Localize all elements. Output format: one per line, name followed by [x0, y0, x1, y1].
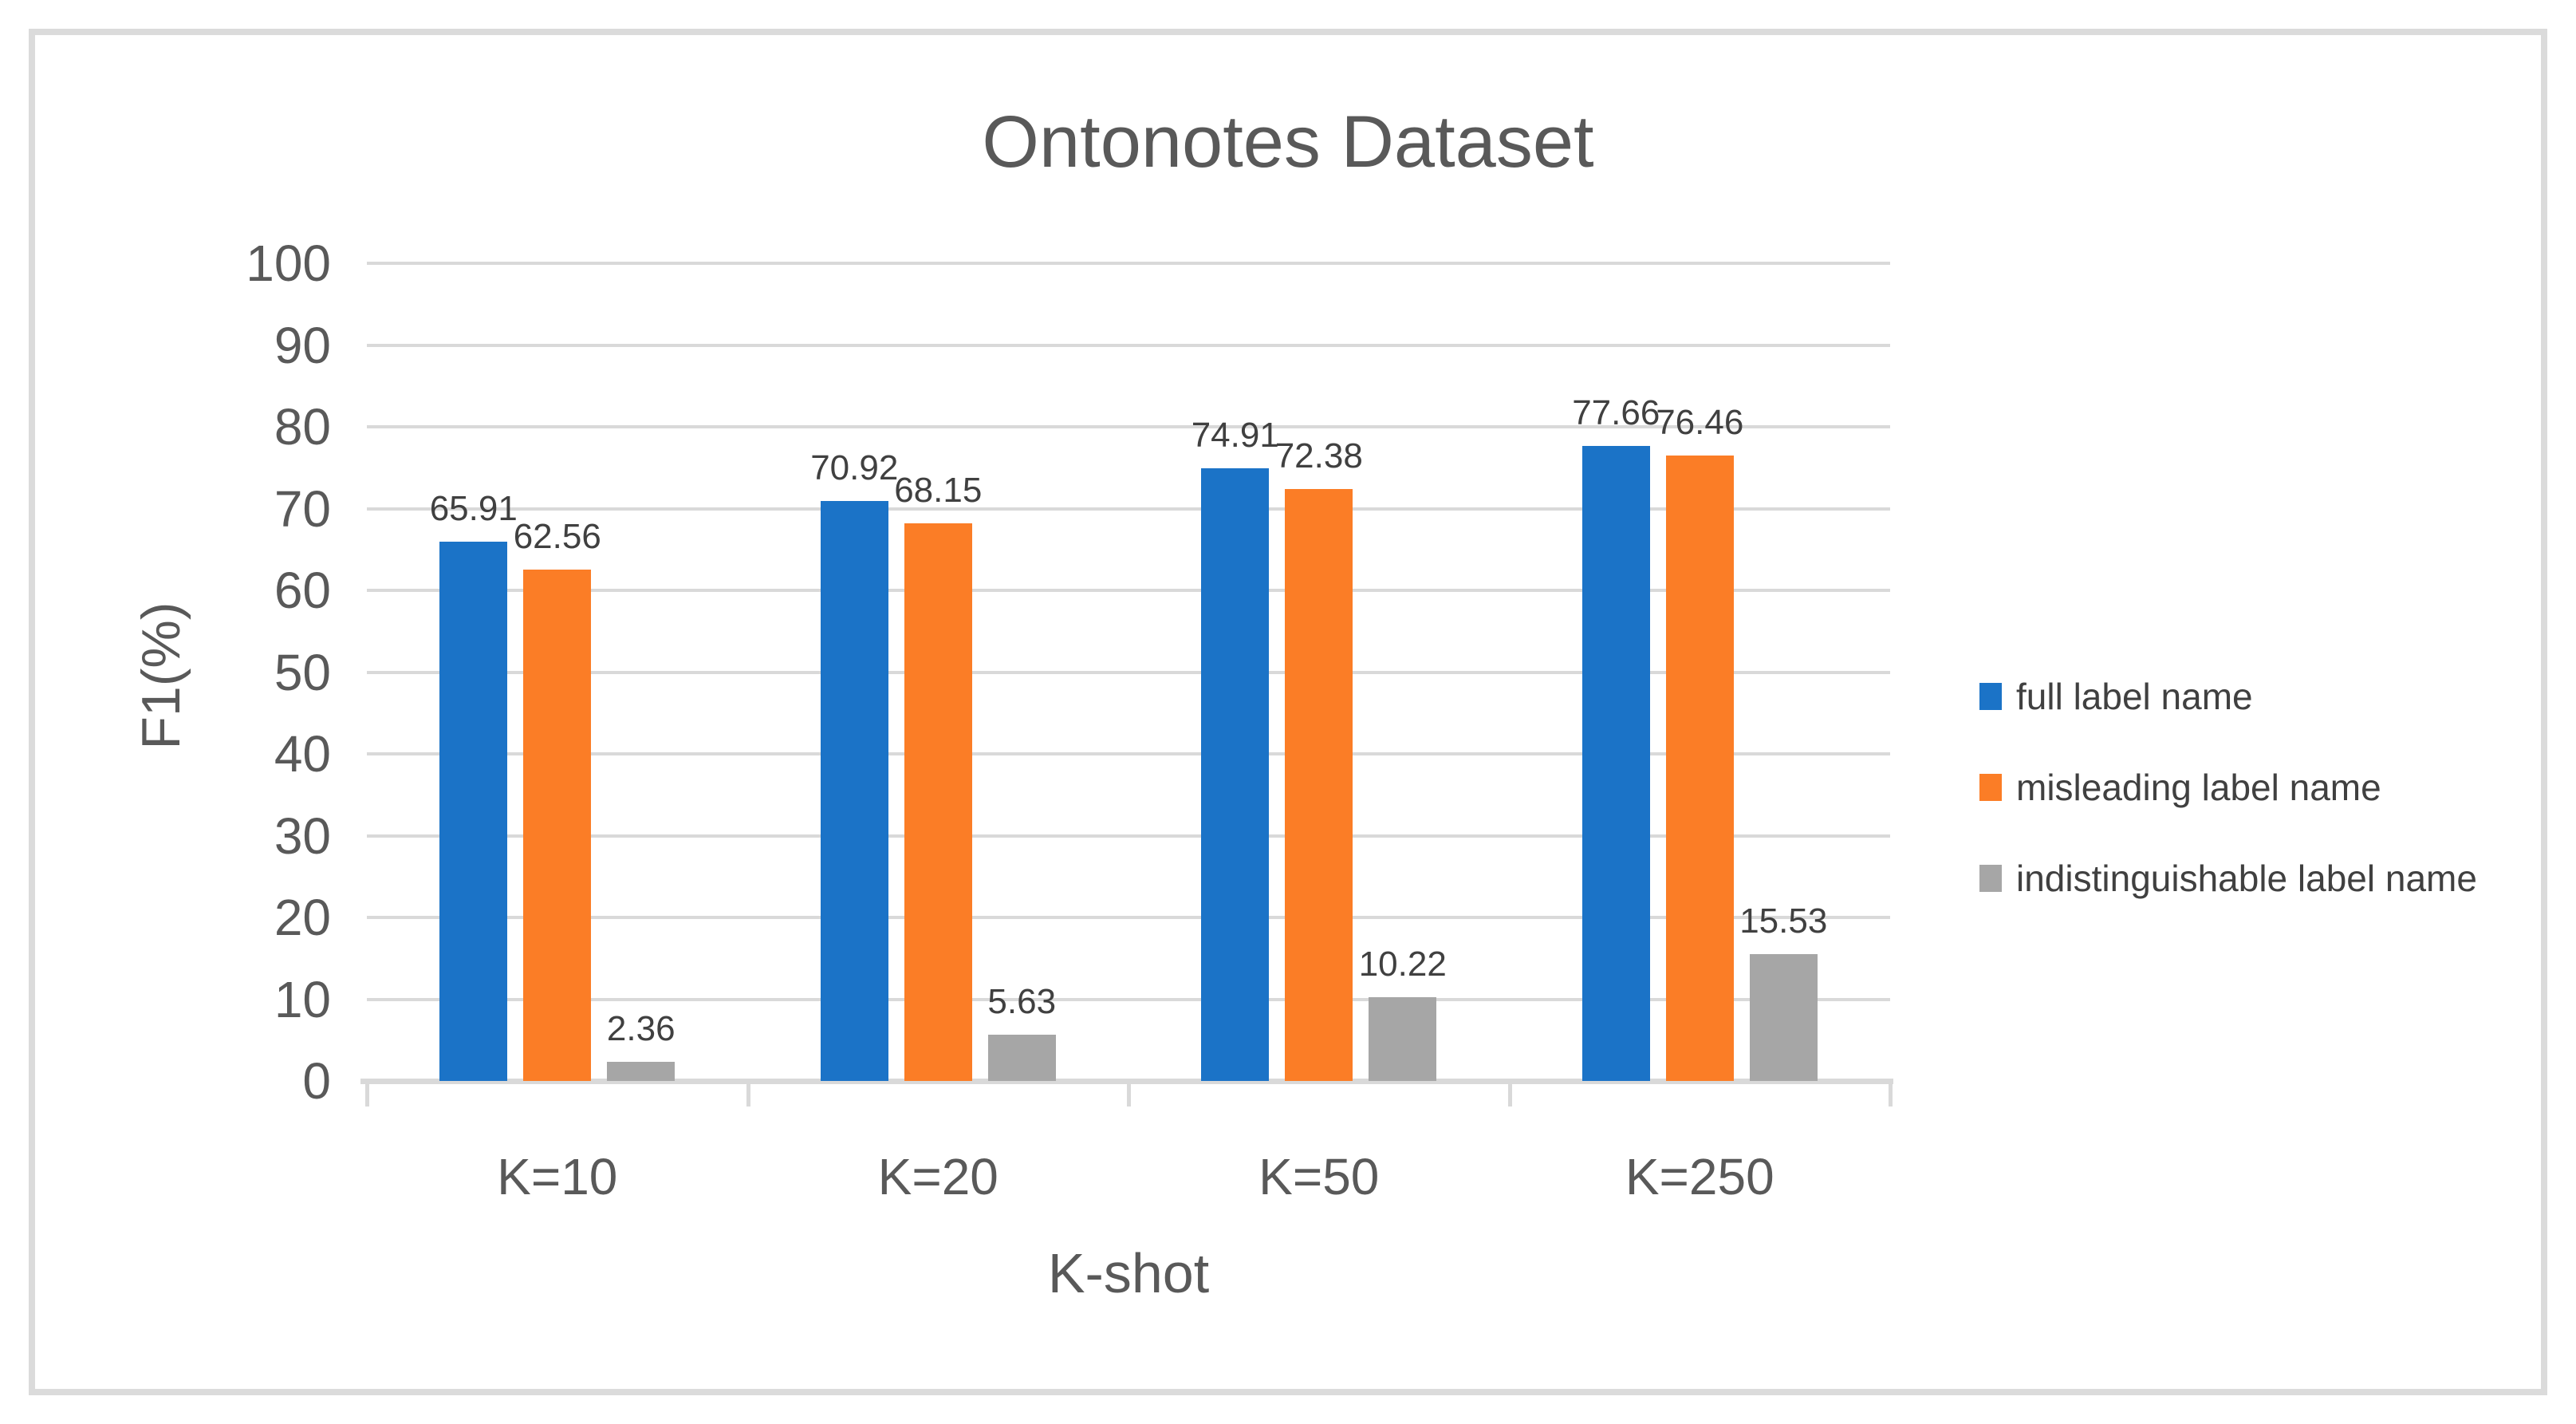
y-tick-label-30: 30 [274, 807, 331, 865]
bar-full-label-name-K=10 [439, 542, 508, 1081]
bar-indistinguishable-label-name-K=10 [607, 1061, 676, 1081]
x-tick-label-K=250: K=250 [1625, 1148, 1774, 1205]
gridline-20 [367, 916, 1890, 919]
x-axis-tick-mark [746, 1084, 750, 1106]
data-label-full-label-name-K=20: 70.92 [810, 448, 899, 488]
y-tick-label-40: 40 [274, 725, 331, 783]
legend-label: indistinguishable label name [2016, 858, 2477, 899]
x-axis-tick-mark [365, 1084, 369, 1106]
data-label-misleading-label-name-K=250: 76.46 [1656, 403, 1744, 443]
legend-item-indistinguishable-label-name: indistinguishable label name [1979, 857, 2477, 900]
data-label-full-label-name-K=50: 74.91 [1191, 416, 1279, 456]
data-label-full-label-name-K=250: 77.66 [1572, 393, 1660, 432]
y-tick-label-0: 0 [302, 1052, 331, 1110]
y-tick-label-20: 20 [274, 889, 331, 946]
gridline-40 [367, 752, 1890, 755]
data-label-indistinguishable-label-name-K=10: 2.36 [606, 1008, 676, 1048]
data-label-misleading-label-name-K=20: 68.15 [894, 471, 983, 511]
x-tick-label-K=10: K=10 [497, 1148, 618, 1205]
legend-item-misleading-label-name: misleading label name [1979, 766, 2477, 809]
y-tick-label-70: 70 [274, 479, 331, 538]
y-tick-label-90: 90 [274, 316, 331, 374]
bar-full-label-name-K=50 [1201, 468, 1270, 1081]
x-tick-label-K=50: K=50 [1258, 1148, 1380, 1205]
legend-swatch-icon [1979, 865, 2002, 892]
data-label-misleading-label-name-K=10: 62.56 [513, 516, 601, 556]
data-label-misleading-label-name-K=50: 72.38 [1274, 436, 1363, 476]
bar-indistinguishable-label-name-K=250 [1749, 953, 1818, 1081]
bar-indistinguishable-label-name-K=50 [1369, 997, 1437, 1081]
x-tick-label-K=20: K=20 [877, 1148, 998, 1205]
data-label-full-label-name-K=10: 65.91 [429, 489, 518, 529]
bar-indistinguishable-label-name-K=20 [987, 1035, 1056, 1081]
bar-full-label-name-K=20 [820, 501, 888, 1081]
legend-swatch-icon [1979, 683, 2002, 710]
bar-misleading-label-name-K=50 [1285, 489, 1353, 1081]
bar-full-label-name-K=250 [1581, 446, 1650, 1081]
gridline-60 [367, 589, 1890, 592]
x-axis-tick-mark [1507, 1084, 1512, 1106]
gridline-100 [367, 262, 1890, 265]
gridlines-layer [367, 262, 1890, 1081]
plot-area: 65.91 62.56 2.36 70.92 68.15 5.63 74.91 72.38 10… [367, 263, 1890, 1081]
legend: full label name misleading label name indi… [1979, 675, 2477, 948]
y-tick-label-10: 10 [274, 970, 331, 1028]
bar-misleading-label-name-K=20 [904, 523, 972, 1081]
gridline-10 [367, 997, 1890, 1001]
x-axis-line [360, 1079, 1893, 1084]
y-tick-label-50: 50 [274, 643, 331, 701]
gridline-50 [367, 670, 1890, 674]
bar-misleading-label-name-K=250 [1665, 456, 1734, 1081]
data-label-indistinguishable-label-name-K=50: 10.22 [1358, 945, 1447, 984]
gridline-80 [367, 425, 1890, 428]
legend-label: full label name [2016, 676, 2253, 717]
legend-label: misleading label name [2016, 767, 2381, 808]
bar-misleading-label-name-K=10 [523, 569, 592, 1081]
gridline-70 [367, 507, 1890, 511]
data-label-indistinguishable-label-name-K=250: 15.53 [1739, 901, 1828, 941]
chart-title: Ontonotes Dataset [982, 101, 1594, 183]
data-label-indistinguishable-label-name-K=20: 5.63 [987, 982, 1057, 1022]
x-axis-title: K-shot [1047, 1242, 1210, 1304]
legend-item-full-label-name: full label name [1979, 675, 2477, 718]
y-tick-label-100: 100 [246, 235, 331, 292]
gridline-30 [367, 834, 1890, 838]
x-axis-tick-mark [1127, 1084, 1131, 1106]
legend-swatch-icon [1979, 774, 2002, 801]
y-tick-label-60: 60 [274, 562, 331, 619]
x-axis-tick-mark [1889, 1084, 1893, 1106]
gridline-90 [367, 343, 1890, 347]
y-tick-label-80: 80 [274, 398, 331, 456]
